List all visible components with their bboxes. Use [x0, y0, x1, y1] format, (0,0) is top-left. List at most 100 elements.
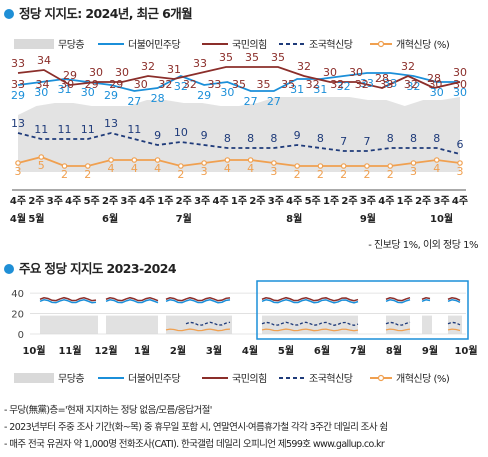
series-reform-point — [224, 157, 231, 163]
legend-swatch-rebuild-icon — [279, 42, 305, 45]
series-ppp-label: 29 — [63, 69, 77, 82]
series-ppp-label: 31 — [167, 63, 181, 76]
y-tick-label: 40 — [11, 289, 24, 300]
series-reform-point — [294, 163, 300, 169]
legend-swatch-none-icon — [14, 38, 54, 49]
legend-swatch-ppp-icon — [202, 42, 228, 45]
series-ppp-top-label: 30 — [428, 78, 442, 91]
legend-label: 무당층 — [58, 40, 85, 51]
series-dp-line — [261, 298, 359, 304]
series-reform-label: 3 — [15, 165, 22, 178]
series-ppp-label: 35 — [271, 52, 285, 64]
series-dp-line — [447, 299, 461, 304]
series-rebuild-label: 11 — [81, 123, 95, 136]
x-tick-label: 4주 — [139, 195, 155, 207]
x-tick-label: 2주 — [176, 195, 192, 207]
series-reform-line — [165, 328, 231, 332]
x-month-label: 5월 — [28, 213, 44, 225]
series-ppp-top-label: 30 — [60, 78, 74, 91]
x-month-label: 8월 — [286, 213, 302, 225]
series-reform-point — [15, 160, 21, 166]
series-ppp-label: 33 — [193, 57, 207, 70]
series-dp-label: 29 — [104, 89, 118, 102]
series-reform-point — [201, 160, 207, 166]
series-reform-label: 4 — [108, 162, 115, 175]
series-dp-label: 32 — [337, 80, 351, 93]
series-reform-label: 3 — [270, 165, 277, 178]
series-rebuild-label: 8 — [224, 132, 231, 145]
series-dp-label: 31 — [58, 83, 72, 96]
series-reform-point — [433, 157, 440, 163]
notes: - 무당(無黨)층='현재 지지하는 정당 없음/모름/응답거절' - 2023… — [4, 402, 388, 453]
series-reform-point — [84, 163, 91, 169]
series-rebuild-line — [261, 321, 359, 326]
legend-item-ppp: 국민의힘 — [202, 36, 267, 51]
chart-bottom: 0 20 40 10월 11월 12월 1월 2월 3월 4월 5월 6월 7월 8월 9월 10월 — [11, 280, 478, 357]
series-ppp-label: 30 — [89, 66, 103, 79]
series-dp-label: 28 — [151, 92, 165, 105]
series-none-area — [422, 315, 432, 334]
x-month-label: 2월 — [170, 345, 186, 357]
series-reform-point — [154, 157, 161, 163]
series-reform-point — [271, 160, 277, 166]
series-ppp-top-label: 30 — [453, 78, 467, 91]
legend-item-dp: 더불어민주당 — [98, 36, 181, 51]
x-month-label: 4월 — [242, 345, 258, 357]
series-ppp-label: 30 — [453, 66, 467, 79]
series-reform-point — [317, 163, 324, 169]
x-month-label: 10월 — [430, 213, 453, 225]
series-rebuild-line — [447, 321, 461, 326]
series-reform-line — [261, 328, 359, 332]
legend-label: 개혁신당 (%) — [396, 374, 450, 385]
series-rebuild-line — [185, 321, 231, 326]
x-month-label: 7월 — [350, 345, 366, 357]
series-reform-label: 2 — [340, 168, 347, 181]
bullet-icon — [4, 9, 14, 19]
series-none-area — [166, 315, 232, 334]
series-dp-line — [105, 298, 159, 304]
chart-title-main-text: 정당 지지도: 2024년, 최근 6개월 — [19, 6, 193, 21]
series-ppp-label: 35 — [245, 52, 259, 64]
x-tick-label: 4주 — [452, 195, 468, 207]
series-reform-point — [38, 154, 45, 160]
series-ppp-top-label: 30 — [134, 78, 148, 91]
series-dp-label: 33 — [383, 77, 397, 90]
series-ppp-top-label: 32 — [330, 78, 344, 91]
chart-title-main: 정당 지지도: 2024년, 최근 6개월 — [4, 3, 193, 22]
series-reform-label: 4 — [433, 162, 440, 175]
series-reform-label: 2 — [84, 168, 91, 181]
x-month-label: 3월 — [206, 345, 222, 357]
legend-item-reform: 개혁신당 (%) — [370, 36, 450, 51]
series-ppp-line — [39, 296, 97, 302]
legend-item-none: 무당층 — [14, 370, 85, 385]
series-rebuild-label: 8 — [387, 132, 394, 145]
series-dp-label: 31 — [290, 83, 304, 96]
x-tick-label: 4주 — [65, 195, 81, 207]
legend-item-dp: 더불어민주당 — [98, 370, 181, 385]
series-rebuild-label: 13 — [104, 117, 118, 130]
series-dp-label: 32 — [406, 80, 420, 93]
x-month-label: 10월 — [454, 345, 477, 357]
x-tick-label: 2주 — [341, 195, 357, 207]
x-tick-label: 2주 — [415, 195, 431, 207]
series-dp-label: 27 — [244, 95, 258, 108]
series-reform-point — [340, 163, 347, 169]
note-line: - 2023년부터 주중 조사 기간(화~목) 중 휴무일 포함 시, 연말연시… — [4, 422, 388, 433]
x-tick-label: 1주 — [157, 195, 173, 207]
x-tick-label: 4주 — [10, 195, 26, 207]
x-tick-label: 1주 — [323, 195, 339, 207]
y-tick-label: 20 — [11, 310, 24, 321]
series-dp-label: 30 — [81, 86, 95, 99]
series-rebuild-line — [17, 132, 461, 155]
series-ppp-top-label: 33 — [379, 78, 393, 91]
series-reform-label: 4 — [224, 162, 231, 175]
series-ppp-label: 35 — [219, 52, 233, 64]
series-reform-line — [447, 328, 461, 332]
series-rebuild-label: 8 — [270, 132, 277, 145]
series-ppp-top-label: 35 — [281, 78, 295, 91]
y-tick-label: 0 — [18, 330, 24, 341]
series-rebuild-label: 9 — [201, 129, 208, 142]
series-ppp-top-label: 29 — [85, 78, 99, 91]
x-tick-label: 3주 — [47, 195, 63, 207]
